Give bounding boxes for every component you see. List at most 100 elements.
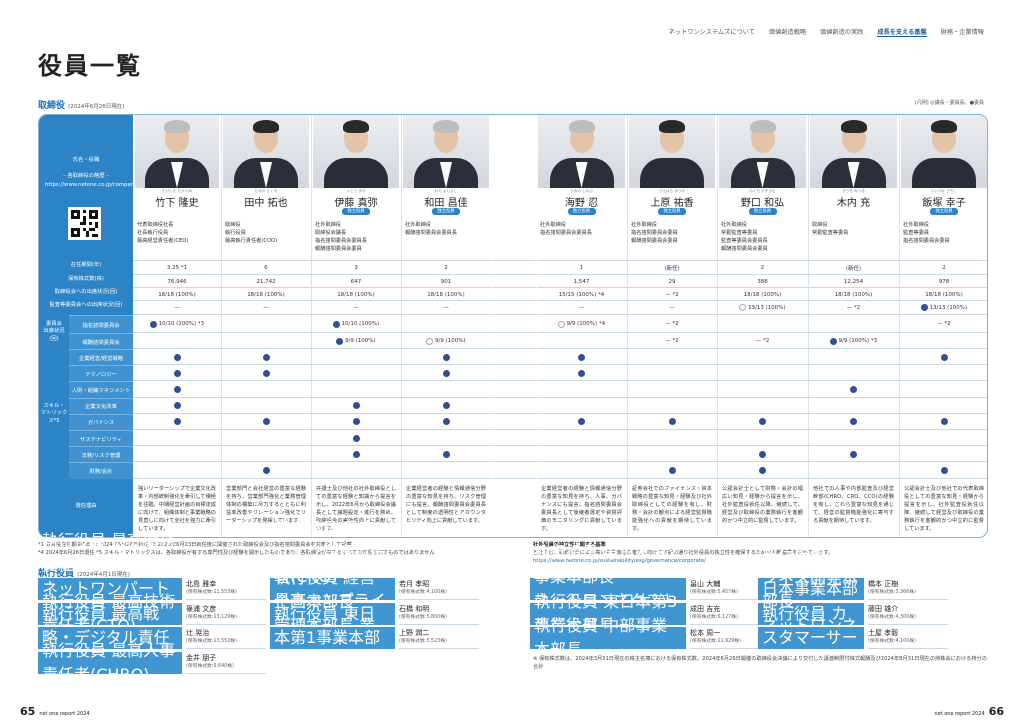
director-tenure: (新任) <box>845 265 862 272</box>
skill-dot <box>759 450 766 458</box>
skill-label: ガバナンス <box>69 413 133 430</box>
director-profile: 社外取締役 報酬諮問委員会委員長 <box>405 222 457 237</box>
skill-label: 法務/リスク管理 <box>69 446 133 463</box>
exec-shares: (保有株式数:5,800株) <box>399 614 447 620</box>
nom-value: 10/10 (100%) <box>341 321 380 327</box>
director-audit: — <box>536 301 627 314</box>
column-gap <box>491 115 536 188</box>
committee-mark <box>426 337 434 345</box>
committee-mark <box>149 320 157 328</box>
exec-name: 若月 孝昭 <box>399 580 430 589</box>
skill-dot <box>262 418 270 426</box>
directors-title: 取締役 <box>38 101 66 111</box>
column-divider <box>311 115 312 537</box>
director-audit: — *2 <box>808 301 899 314</box>
name-role-label: 氏名・役職 <box>72 157 100 163</box>
director-profile: 社外取締役 取締役会議長 指名諮問委員会委員長 報酬諮問委員会委員 <box>315 222 367 253</box>
footnotes: *1 取締役在任期間6年 *2 2024年6月26日就任 *3 2023年6月2… <box>38 542 435 557</box>
director-audit: — <box>627 301 717 314</box>
director-reason: 企業経営者の経験と情報通信分野の豊富な知見を持ち、人事、ガバナンスにも提言。指名… <box>541 486 622 533</box>
exec-shares: (保有株式数:4,300株) <box>868 614 916 620</box>
director-photo <box>403 115 489 188</box>
exec-heading: 執行役員 (2024年4月1日現在) <box>38 566 130 579</box>
director-audit: — <box>311 301 401 314</box>
director-nom: — *2 <box>899 315 987 333</box>
director-profile: 代表取締役社長 社長執行役員 最高経営責任者(CEO) <box>137 222 189 245</box>
profile-url[interactable]: https://www.netone.co.jp/company/executi… <box>45 182 167 188</box>
nav-item[interactable]: 財務・企業情報 <box>940 29 984 36</box>
row-divider <box>133 461 987 463</box>
skill-dot <box>173 418 181 426</box>
exec-entry: 畠山 大輔 (保有株式数:5,457株) <box>690 578 770 600</box>
skill-label: 人財・組織マネジメント <box>69 381 133 398</box>
director-audit: — <box>133 301 221 314</box>
exec-shares: (保有株式数:13,129株) <box>186 614 237 620</box>
independent-badge: 独立役員 <box>432 208 460 215</box>
row-divider <box>133 332 987 333</box>
row-divider <box>133 478 987 479</box>
nom-value: 9/9 (100%) *4 <box>566 321 606 327</box>
committee-label: 報酬諮問委員会 <box>69 333 133 349</box>
independence-title: 社外役員の独立性に関する基準 <box>533 542 606 548</box>
nav-item[interactable]: 価値創造戦略 <box>768 29 807 36</box>
director-rem: 9/9 (100%) <box>311 333 401 349</box>
audit-value: — <box>263 304 269 311</box>
rem-value: — *2 <box>755 338 770 344</box>
director-tenure: 6 <box>264 264 268 271</box>
row-divider <box>133 364 987 366</box>
director-name: 伊藤 真弥 <box>334 198 378 209</box>
exec-name: 土屋 孝毅 <box>868 629 899 638</box>
column-divider <box>221 115 222 537</box>
director-audit: — <box>401 301 491 314</box>
exec-entry: 石橋 和明 (保有株式数:5,800株) <box>399 603 479 625</box>
director-name-ruby: うえはら ゆうか <box>658 189 686 193</box>
qr-code[interactable] <box>68 207 101 240</box>
nav-item[interactable]: 成長を支える基盤 <box>877 29 927 37</box>
director-board: 18/18 (100%) <box>247 291 285 298</box>
skill-label: 財務/会計 <box>69 462 133 479</box>
director-name: 野口 和弘 <box>740 198 785 209</box>
row-divider <box>133 260 987 261</box>
exec-shares: (保有株式数:4,100株) <box>868 639 916 645</box>
director-photo <box>810 115 897 188</box>
exec-shares: (保有株式数:5,523株) <box>399 639 447 645</box>
skill-label: 企業経営/経営戦略 <box>69 349 133 366</box>
skill-dot <box>850 450 857 458</box>
nav-item[interactable]: ネットワンシステムズについて <box>668 29 755 36</box>
independence-text: 当社では、取締役会による高い監督機能の確立に向けて下記の通り社外役員の独立性を確… <box>533 550 834 557</box>
column-divider <box>808 115 809 537</box>
skill-dot <box>262 353 270 361</box>
exec-shares: (保有株式数:9,640株) <box>186 663 234 669</box>
director-shares: 21,742 <box>256 278 276 285</box>
column-divider <box>899 115 900 537</box>
row-divider <box>133 287 987 288</box>
skill-dot <box>262 467 270 474</box>
independence-link[interactable]: https://www.netone.co.jp/sustainability/… <box>533 558 706 565</box>
director-photo <box>901 115 987 188</box>
exec-name: 金井 朋子 <box>186 653 217 662</box>
director-rem: 9/9 (100%) <box>401 333 491 349</box>
row-divider <box>133 445 987 447</box>
rem-value: — *2 <box>665 338 679 344</box>
row-divider <box>133 396 987 398</box>
skill-dot <box>850 418 857 426</box>
legend: (凡例) ◎議長・委員長、●委員 <box>914 100 984 106</box>
director-rem: — *2 <box>717 333 808 349</box>
director-photo <box>313 115 399 188</box>
row-divider <box>133 412 987 414</box>
director-rem <box>221 333 311 349</box>
exec-name: 橋本 正樹 <box>868 580 899 589</box>
director-nom <box>717 315 808 333</box>
nav-item[interactable]: 価値創造の実践 <box>820 29 864 36</box>
skill-dot <box>352 434 360 442</box>
exec-name: 畠山 大輔 <box>690 580 721 589</box>
independent-badge: 独立役員 <box>567 208 596 215</box>
director-reason: 公認会計士及び他社での代表取締役としての豊富な知見・経験から提言を示し、社外監査… <box>904 486 984 533</box>
director-name-ruby: きうち みつる <box>842 189 865 193</box>
directors-date: (2024年6月26日現在) <box>68 104 125 110</box>
profile-label: – 各取締役の略歴 – <box>63 173 109 179</box>
director-shares: 29 <box>668 278 676 285</box>
director-profile: 取締役 執行役員 最高執行責任者(COO) <box>225 222 278 245</box>
audit-value: — <box>174 304 180 311</box>
director-photo <box>135 115 219 188</box>
